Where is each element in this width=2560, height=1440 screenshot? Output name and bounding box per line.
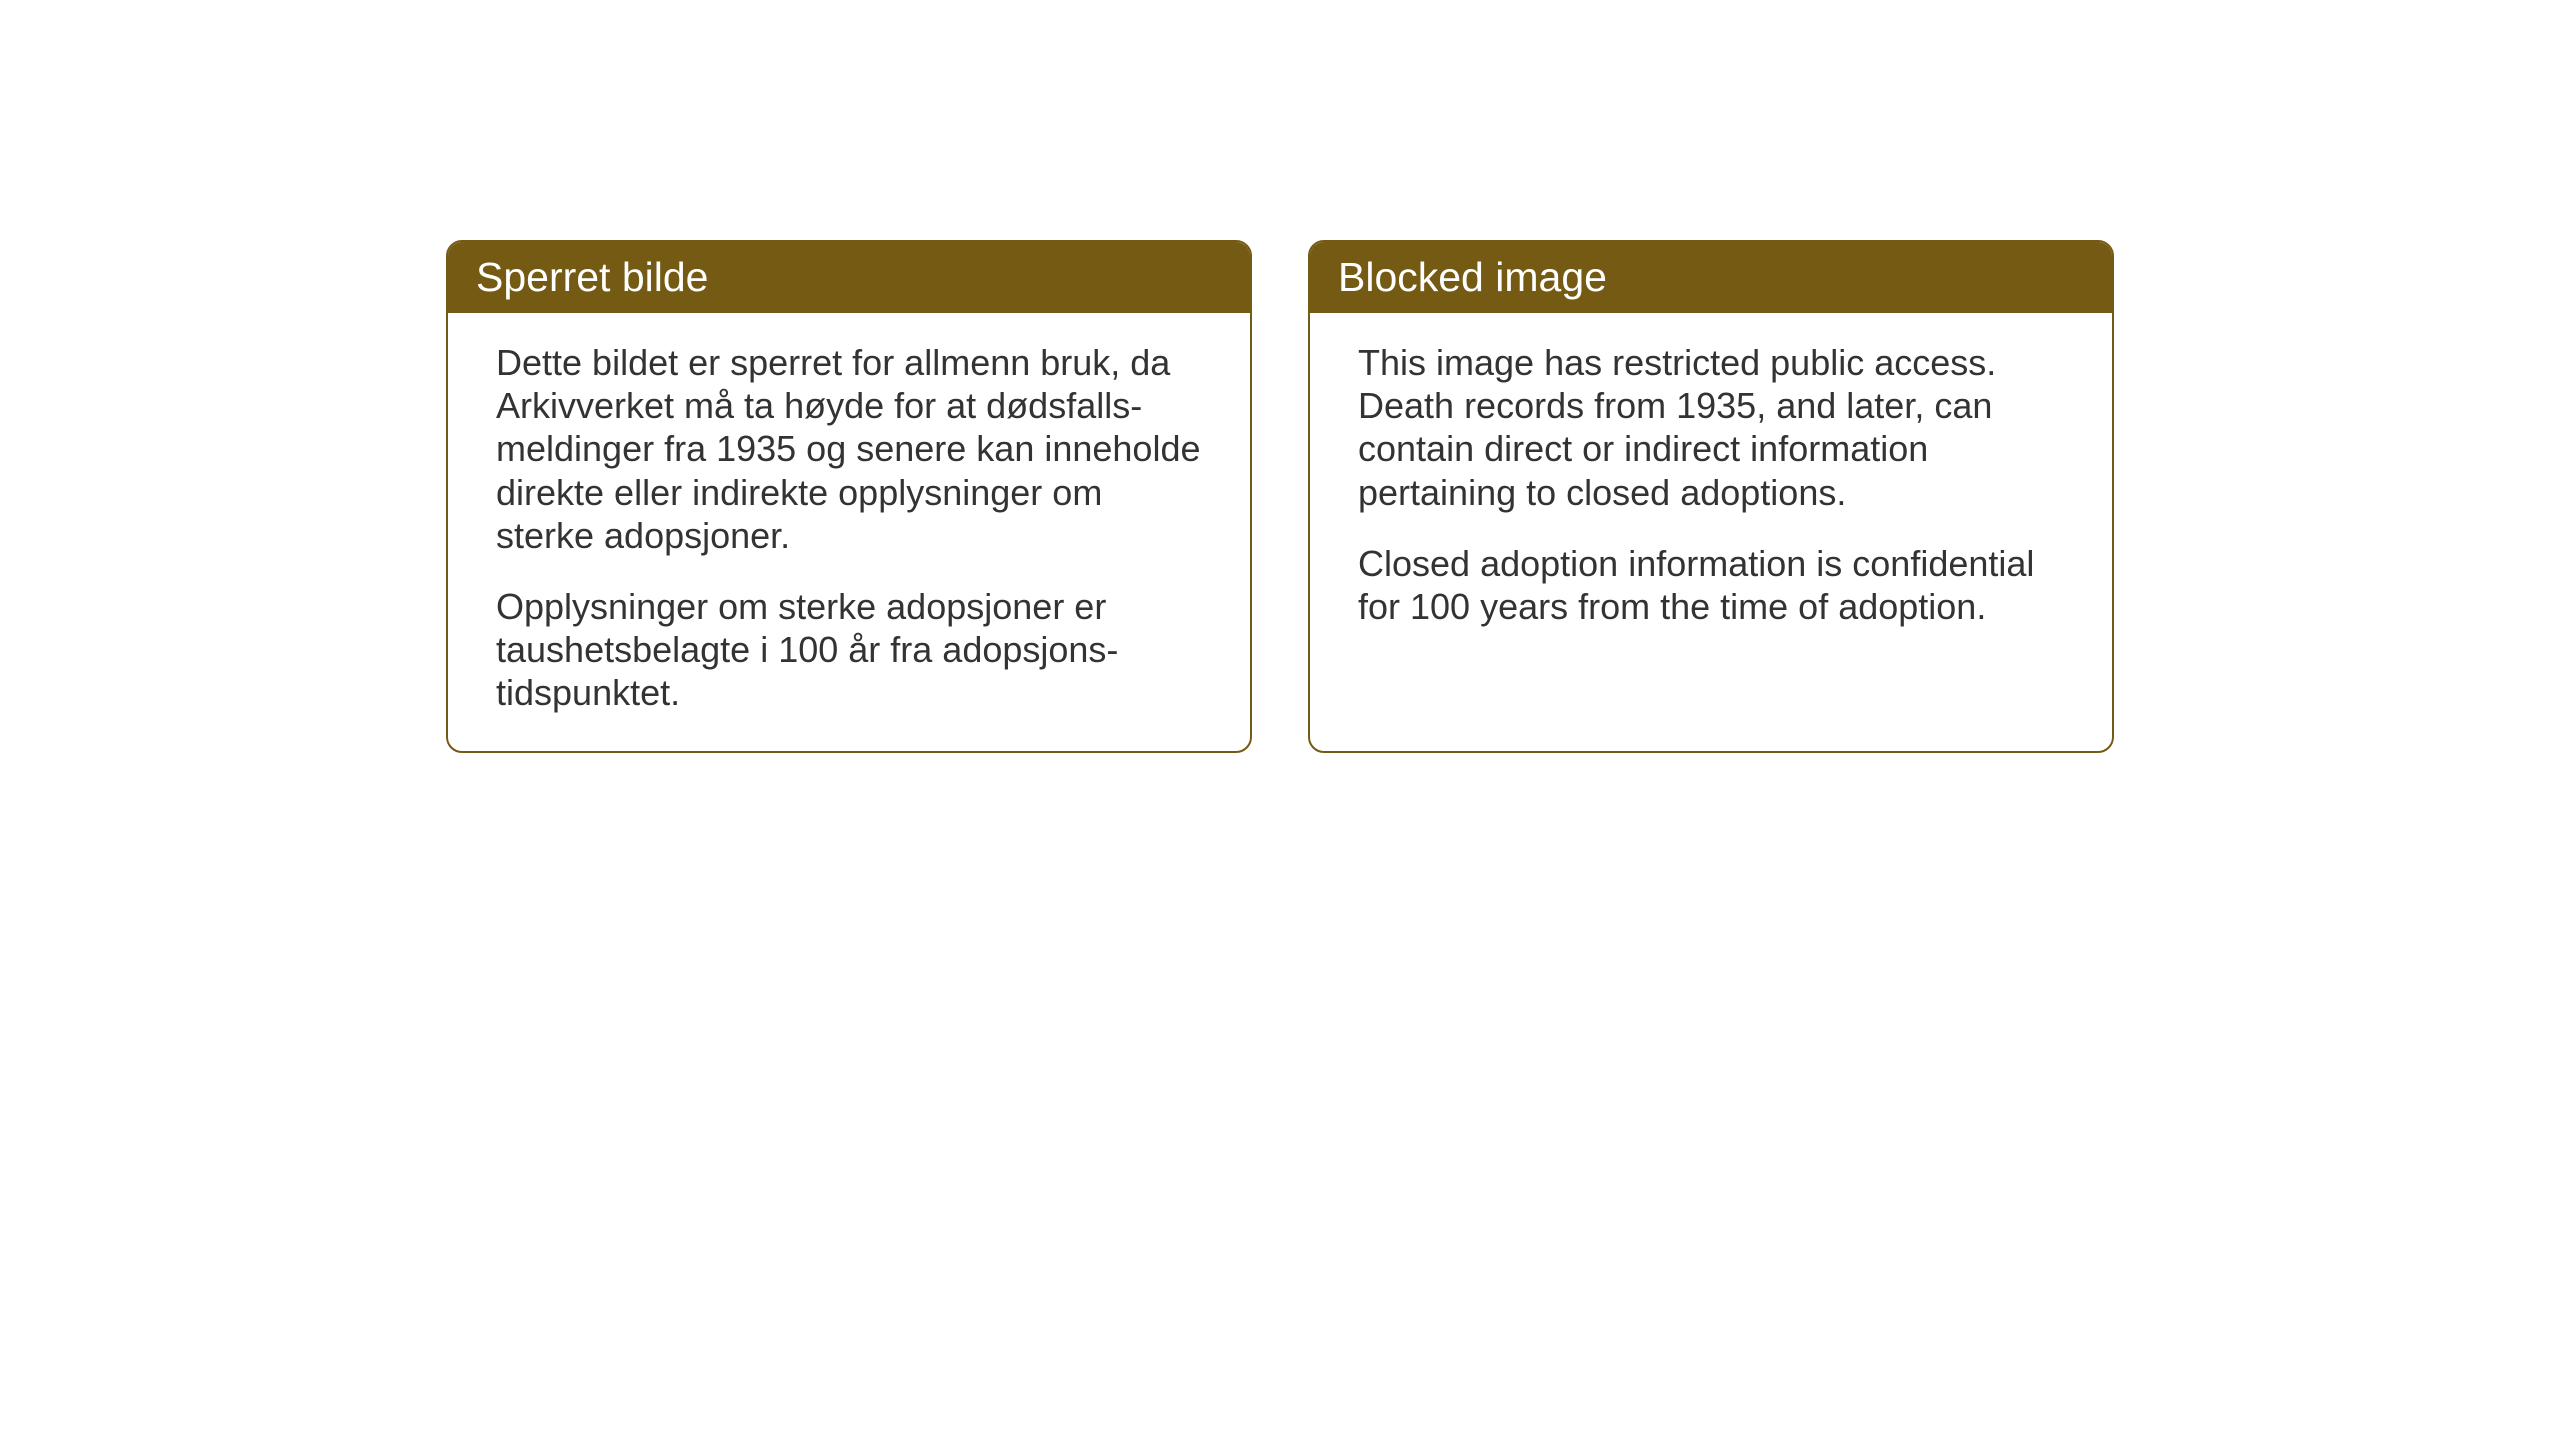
notice-container: Sperret bilde Dette bildet er sperret fo… [446,240,2114,753]
english-card-body: This image has restricted public access.… [1310,313,2112,664]
english-card-title: Blocked image [1310,242,2112,313]
norwegian-paragraph-1: Dette bildet er sperret for allmenn bruk… [496,341,1202,557]
english-notice-card: Blocked image This image has restricted … [1308,240,2114,753]
norwegian-paragraph-2: Opplysninger om sterke adopsjoner er tau… [496,585,1202,715]
norwegian-notice-card: Sperret bilde Dette bildet er sperret fo… [446,240,1252,753]
norwegian-card-body: Dette bildet er sperret for allmenn bruk… [448,313,1250,751]
norwegian-card-title: Sperret bilde [448,242,1250,313]
english-paragraph-1: This image has restricted public access.… [1358,341,2064,514]
english-paragraph-2: Closed adoption information is confident… [1358,542,2064,628]
